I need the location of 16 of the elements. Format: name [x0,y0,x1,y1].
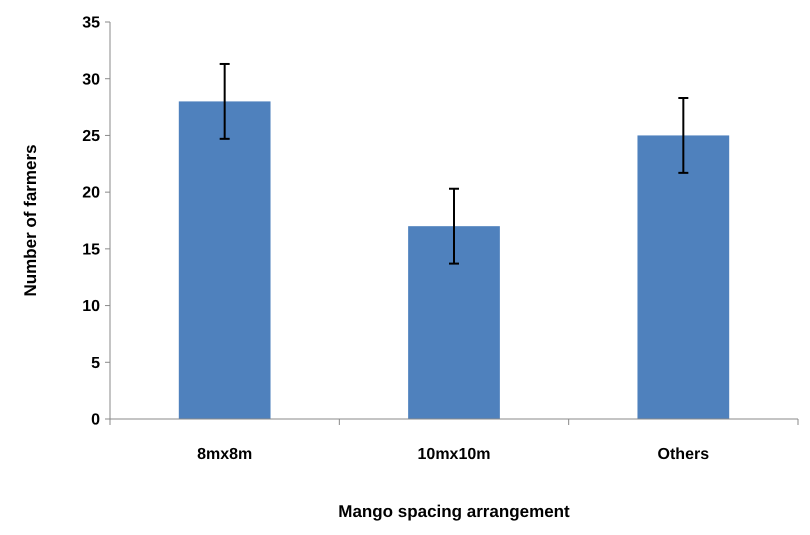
y-tick-label: 5 [91,354,100,372]
y-axis-title: Number of farmers [21,144,40,297]
y-tick-label: 35 [82,14,100,32]
y-tick-label: 15 [82,241,100,258]
x-tick-label: 8mx8m [197,446,252,463]
y-tick-label: 25 [82,128,100,146]
y-tick-label: 10 [82,298,100,316]
bar [178,101,271,419]
y-tick-label: 20 [82,184,100,202]
x-tick-label: 10mx10m [418,446,490,463]
y-tick-label: 30 [82,71,100,88]
bar [408,226,500,419]
y-tick-label: 0 [91,412,100,429]
x-axis-title: Mango spacing arrangement [338,502,570,521]
x-tick-label: Others [658,446,710,463]
bar [637,135,730,419]
